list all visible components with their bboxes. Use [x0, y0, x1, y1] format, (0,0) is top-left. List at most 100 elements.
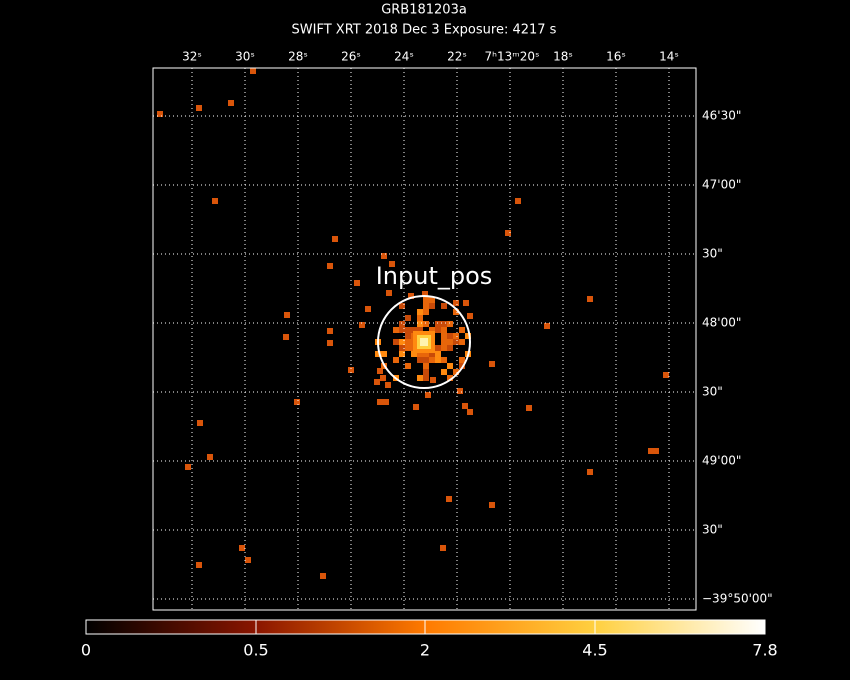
photon-pixel: [386, 290, 392, 296]
photon-pixel: [405, 333, 411, 339]
photon-pixel: [423, 303, 429, 309]
photon-pixel: [239, 545, 245, 551]
photon-pixel: [284, 312, 290, 318]
photon-pixel: [435, 345, 441, 351]
colorbar-label: 0: [81, 641, 91, 660]
photon-pixel: [365, 306, 371, 312]
x-tick-label: 32ˢ: [182, 50, 202, 64]
photon-pixel: [441, 369, 447, 375]
photon-pixel: [423, 321, 429, 327]
photon-pixel: [405, 363, 411, 369]
photon-pixel: [399, 351, 405, 357]
photon-pixel: [389, 261, 395, 267]
photon-pixel: [467, 313, 473, 319]
photon-pixel: [417, 321, 423, 327]
photon-pixel: [447, 321, 453, 327]
photon-pixel: [405, 345, 411, 351]
photon-pixel: [422, 291, 428, 297]
photon-pixel: [425, 392, 431, 398]
colorbar-label: 7.8: [752, 641, 777, 660]
subtitle: SWIFT XRT 2018 Dec 3 Exposure: 4217 s: [292, 23, 557, 38]
photon-pixel: [441, 357, 447, 363]
x-tick-label: 28ˢ: [288, 50, 308, 64]
photon-pixel: [423, 357, 429, 363]
photon-pixel: [375, 351, 381, 357]
photon-pixel: [663, 372, 669, 378]
photon-pixel: [463, 300, 469, 306]
photon-pixel: [423, 369, 429, 375]
photon-pixel: [544, 323, 550, 329]
photon-pixel: [196, 105, 202, 111]
photon-pixel: [453, 339, 459, 345]
photon-pixel: [399, 327, 405, 333]
x-tick-label: 14ˢ: [659, 50, 679, 64]
photon-pixel: [459, 357, 465, 363]
photon-pixel: [417, 309, 423, 315]
frame: [152, 67, 697, 611]
x-tick-label: 26ˢ: [341, 50, 361, 64]
photon-pixel: [459, 339, 465, 345]
y-tick-label: 46'30": [702, 109, 741, 123]
photon-pixel: [447, 375, 453, 381]
photon-pixel: [429, 327, 435, 333]
colorbar-label: 0.5: [243, 641, 268, 660]
photon-pixel: [459, 363, 465, 369]
photon-pixel: [405, 315, 411, 321]
photon-pixel: [526, 405, 532, 411]
photon-pixel: [417, 357, 423, 363]
photon-pixel: [435, 327, 441, 333]
source-region: [377, 295, 471, 389]
photon-pixel: [446, 496, 452, 502]
y-tick-label: 47'00": [702, 178, 741, 192]
y-tick-label: −39°50'00": [702, 592, 773, 606]
photon-pixel: [430, 377, 436, 383]
photon-pixel: [441, 333, 447, 339]
photon-pixel: [374, 379, 380, 385]
photon-pixel: [453, 309, 459, 315]
photon-pixel: [441, 327, 447, 333]
x-tick-label: 16ˢ: [606, 50, 626, 64]
photon-pixel: [393, 327, 399, 333]
photon-pixel: [505, 230, 511, 236]
photon-pixel: [212, 198, 218, 204]
photon-pixel: [423, 375, 429, 381]
photon-pixel: [465, 333, 471, 339]
photon-pixel: [393, 339, 399, 345]
photon-pixel: [250, 68, 256, 74]
photon-pixel: [435, 321, 441, 327]
photon-pixel: [399, 345, 405, 351]
photon-pixel: [441, 345, 447, 351]
photon-pixel: [405, 339, 411, 345]
photon-pixel: [459, 327, 465, 333]
photon-pixel: [327, 340, 333, 346]
photon-pixel: [429, 303, 435, 309]
photon-pixel: [429, 351, 435, 357]
photon-pixel: [399, 339, 405, 345]
photon-pixel: [429, 357, 435, 363]
photon-pixel: [489, 361, 495, 367]
photon-pixel: [453, 300, 459, 306]
photon-pixel: [467, 409, 473, 415]
y-tick-label: 30": [702, 247, 723, 261]
photon-pixel: [393, 357, 399, 363]
photon-pixel: [435, 357, 441, 363]
photon-pixel: [359, 322, 365, 328]
x-tick-label: 24ˢ: [394, 50, 414, 64]
grid: [153, 68, 696, 610]
photon-pixel: [381, 351, 387, 357]
photon-pixel: [648, 448, 654, 454]
photon-pixel: [327, 328, 333, 334]
photon-pixel: [447, 339, 453, 345]
colorbar-label: 4.5: [582, 641, 607, 660]
photon-pixel: [185, 464, 191, 470]
photon-pixel: [294, 399, 300, 405]
photon-pixel: [423, 309, 429, 315]
colorbar-label: 2: [420, 641, 430, 660]
photon-pixel: [417, 375, 423, 381]
photon-pixel: [245, 557, 251, 563]
y-tick-label: 49'00": [702, 454, 741, 468]
photon-pixel: [423, 363, 429, 369]
y-tick-label: 30": [702, 523, 723, 537]
photon-pixel: [435, 351, 441, 357]
y-tick-label: 48'00": [702, 316, 741, 330]
